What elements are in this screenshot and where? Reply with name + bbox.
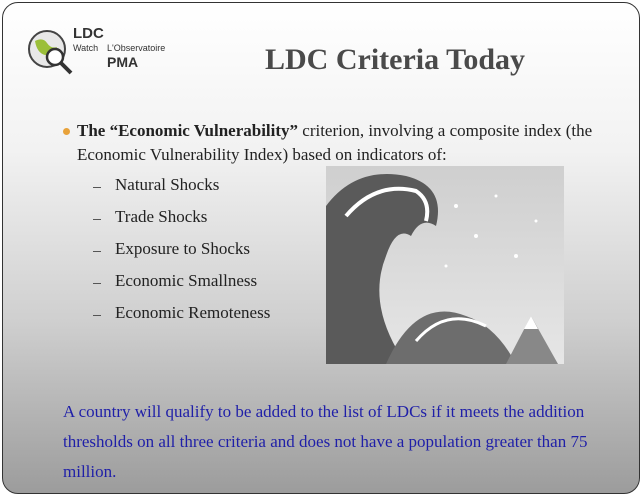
item: Trade Shocks bbox=[115, 207, 207, 227]
item: Natural Shocks bbox=[115, 175, 219, 195]
item: Economic Remoteness bbox=[115, 303, 270, 323]
logo: LDC Watch L'Observatoire PMA bbox=[25, 23, 185, 83]
slide: LDC Watch L'Observatoire PMA LDC Criteri… bbox=[2, 2, 640, 494]
wave-image bbox=[326, 166, 564, 364]
logo-name: LDC bbox=[73, 25, 104, 42]
bullet-text: The “Economic Vulnerability” criterion, … bbox=[77, 119, 617, 167]
item-dash bbox=[93, 219, 101, 220]
item-dash bbox=[93, 251, 101, 252]
item: Exposure to Shocks bbox=[115, 239, 250, 259]
item-dash bbox=[93, 283, 101, 284]
logo-line: L'Observatoire bbox=[107, 43, 165, 53]
bullet-dot bbox=[63, 128, 70, 135]
bullet-bold: The “Economic Vulnerability” bbox=[77, 121, 298, 140]
note: A country will qualify to be added to th… bbox=[63, 397, 623, 487]
slide-title: LDC Criteria Today bbox=[265, 43, 525, 77]
item-dash bbox=[93, 187, 101, 188]
item: Economic Smallness bbox=[115, 271, 257, 291]
item-dash bbox=[93, 315, 101, 316]
logo-line: Watch bbox=[73, 43, 98, 53]
logo-line: PMA bbox=[107, 54, 138, 70]
logo-globe bbox=[25, 27, 75, 77]
